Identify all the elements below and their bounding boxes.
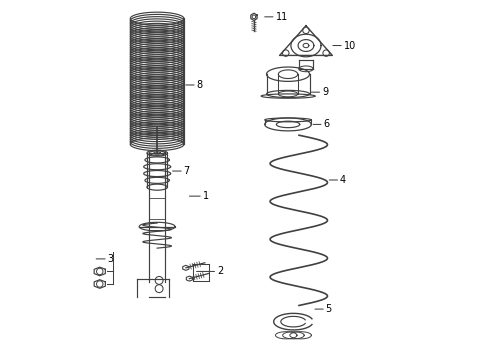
Text: 9: 9 — [322, 87, 328, 97]
Text: 5: 5 — [326, 304, 332, 314]
Text: 7: 7 — [184, 166, 190, 176]
Text: 4: 4 — [340, 175, 346, 185]
Text: 8: 8 — [196, 80, 203, 90]
Text: 6: 6 — [323, 120, 330, 129]
Text: 3: 3 — [108, 254, 114, 264]
Text: 10: 10 — [343, 41, 356, 50]
Text: 1: 1 — [203, 191, 209, 201]
Text: 2: 2 — [217, 266, 223, 276]
Text: 11: 11 — [275, 12, 288, 22]
